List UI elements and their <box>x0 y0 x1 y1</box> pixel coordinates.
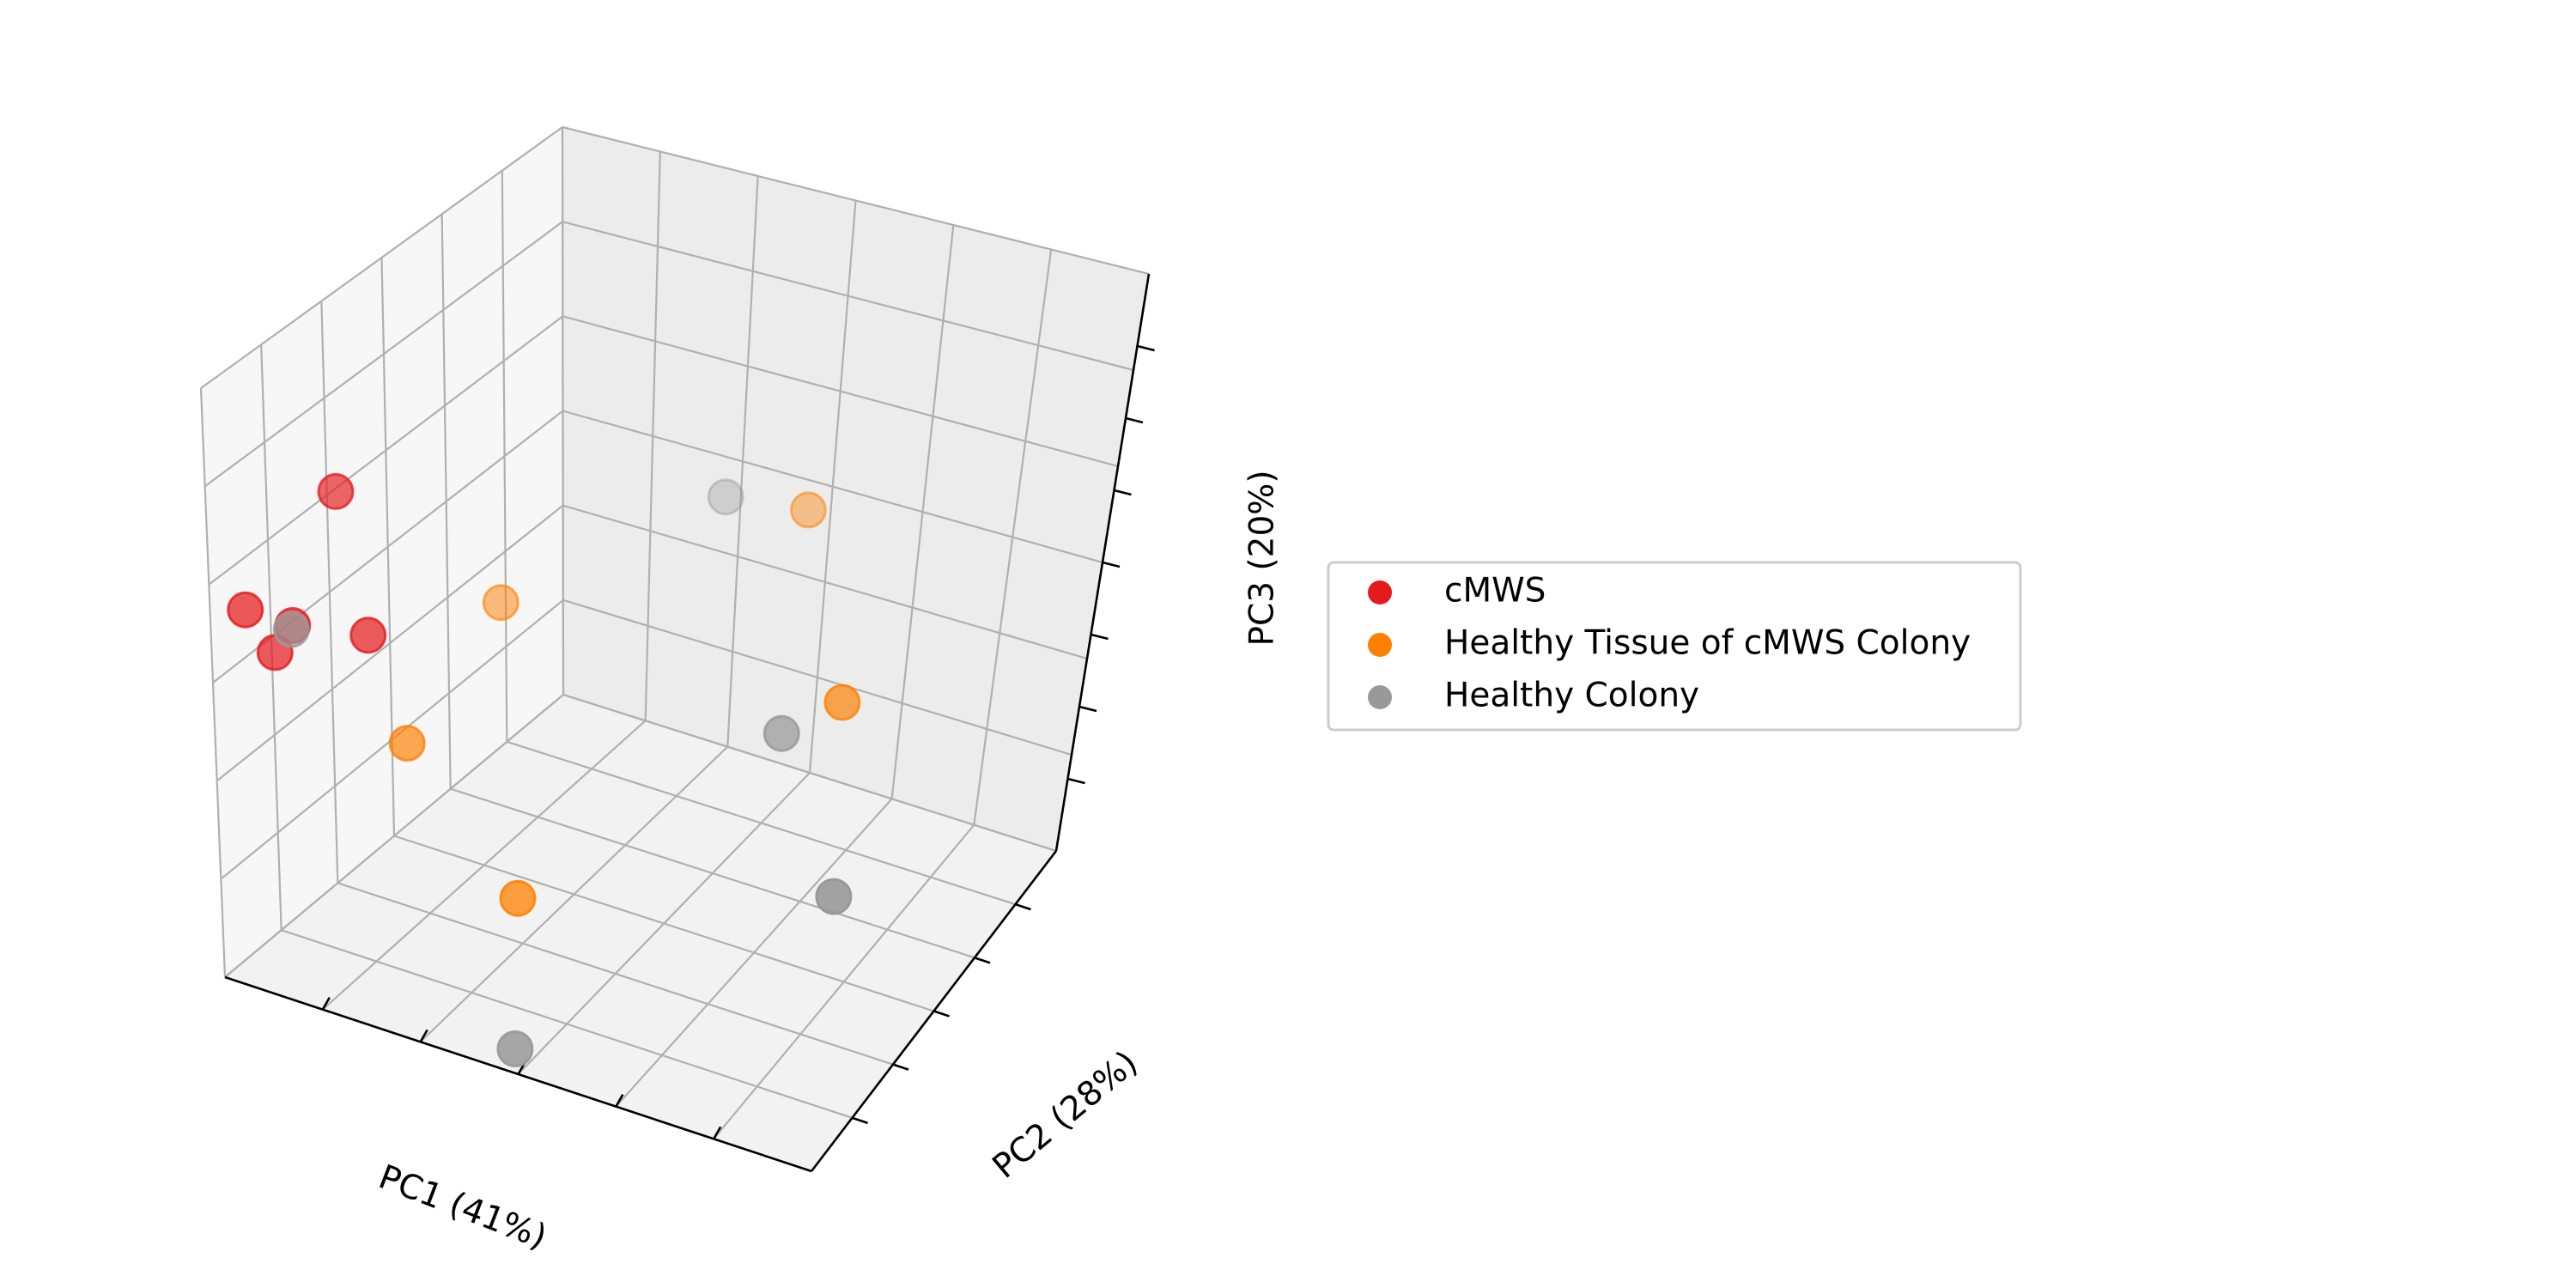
x-axis-tick <box>419 1029 428 1042</box>
legend-entry-healthy-colony: Healthy Colony <box>1368 677 1699 715</box>
z-axis-tick <box>1102 561 1121 568</box>
x-axis-tick <box>713 1126 722 1139</box>
data-point-1 <box>499 879 537 917</box>
legend-frame <box>1327 561 2022 732</box>
z-axis-tick <box>1078 705 1097 713</box>
y-axis-tick <box>974 957 991 964</box>
grid-line <box>562 221 1134 372</box>
z-axis-tick <box>1137 344 1155 352</box>
z-axis-tick <box>1125 416 1144 424</box>
grid-lines <box>199 125 1151 1173</box>
data-point-2 <box>272 611 310 648</box>
grid-line <box>204 221 563 488</box>
grid-line <box>561 126 565 696</box>
x-axis-label: PC1 (41%) <box>374 1157 552 1257</box>
data-point-1 <box>388 725 426 762</box>
grid-line <box>200 126 563 389</box>
data-point-1 <box>789 491 827 529</box>
axes-panes <box>201 127 1149 1171</box>
back-wall-pane <box>562 127 1149 851</box>
legend-marker-healthy-tissue <box>1368 633 1392 657</box>
grid-line <box>562 693 1057 853</box>
y-axis-tick <box>1015 902 1031 911</box>
data-point-2 <box>496 1030 534 1067</box>
legend-marker-healthy-colony <box>1368 685 1392 709</box>
grid-line <box>562 125 1150 276</box>
data-point-0 <box>349 617 387 654</box>
floor-pane <box>225 695 1056 1171</box>
grid-line <box>506 740 1016 906</box>
z-axis-tick <box>1091 633 1109 641</box>
y-axis-label: PC2 (28%) <box>986 1043 1145 1186</box>
legend-entry-cmws: cMWS <box>1368 572 1546 611</box>
legend-marker-cmws <box>1368 580 1392 605</box>
x-axis-tick <box>321 997 331 1011</box>
data-point-2 <box>815 878 853 915</box>
legend: cMWS Healthy Tissue of cMWS Colony Healt… <box>1327 561 2022 732</box>
legend-entry-healthy-tissue: Healthy Tissue of cMWS Colony <box>1368 624 1971 663</box>
legend-label-healthy-tissue: Healthy Tissue of cMWS Colony <box>1444 624 1971 663</box>
data-point-0 <box>317 472 355 510</box>
y-axis-tick <box>892 1063 909 1071</box>
legend-label-healthy-colony: Healthy Colony <box>1444 677 1699 715</box>
data-point-2 <box>762 714 800 752</box>
legend-label-cmws: cMWS <box>1444 572 1546 611</box>
data-point-0 <box>227 591 264 629</box>
scatter-points <box>227 472 861 1067</box>
axis-lines <box>224 273 1155 1173</box>
data-point-1 <box>823 683 861 721</box>
z-axis-tick <box>1114 489 1132 496</box>
z-axis-label: PC3 (20%) <box>1243 470 1282 646</box>
x-axis-tick <box>615 1094 624 1108</box>
y-axis-tick <box>852 1116 868 1125</box>
y-axis-tick <box>933 1010 950 1018</box>
z-axis-tick <box>1067 777 1085 785</box>
data-point-2 <box>707 478 744 516</box>
data-point-1 <box>482 584 519 622</box>
